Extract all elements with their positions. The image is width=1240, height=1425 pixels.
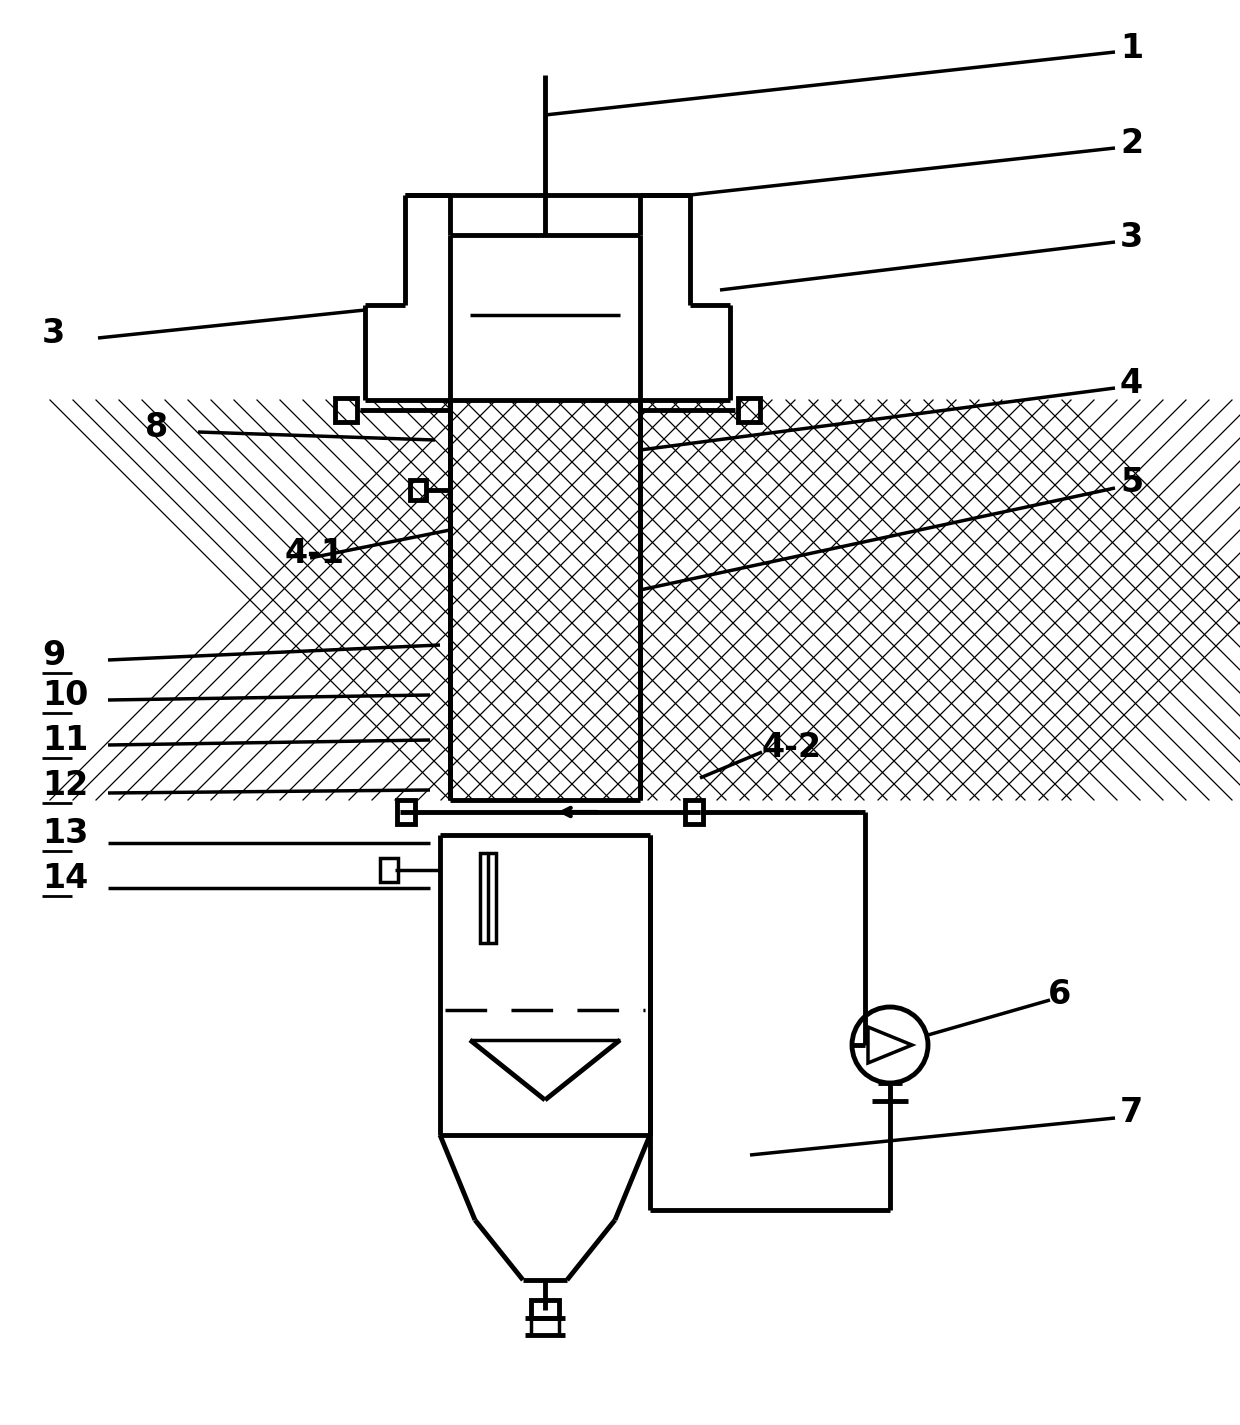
- Bar: [684, 799, 703, 824]
- Text: 8: 8: [145, 410, 169, 443]
- Text: 1: 1: [1120, 31, 1143, 64]
- Text: 2: 2: [1120, 127, 1143, 160]
- Text: 9: 9: [42, 638, 66, 671]
- Text: 7: 7: [1120, 1096, 1143, 1130]
- Text: 14: 14: [42, 862, 88, 895]
- Text: 4: 4: [1120, 366, 1143, 399]
- Bar: [379, 858, 398, 882]
- Text: 4-1: 4-1: [285, 536, 345, 570]
- Text: 11: 11: [42, 724, 88, 757]
- Bar: [335, 398, 357, 422]
- Text: 5: 5: [1120, 466, 1143, 499]
- Text: 3: 3: [42, 316, 66, 349]
- Bar: [738, 398, 760, 422]
- Text: 12: 12: [42, 768, 88, 801]
- Text: 3: 3: [1120, 221, 1143, 254]
- Text: 6: 6: [1048, 979, 1071, 1012]
- Bar: [480, 854, 496, 943]
- Bar: [531, 1300, 559, 1318]
- Text: 10: 10: [42, 678, 88, 711]
- Text: 4-2: 4-2: [763, 731, 822, 764]
- Text: 13: 13: [42, 817, 88, 849]
- Bar: [397, 799, 415, 824]
- Bar: [410, 480, 427, 500]
